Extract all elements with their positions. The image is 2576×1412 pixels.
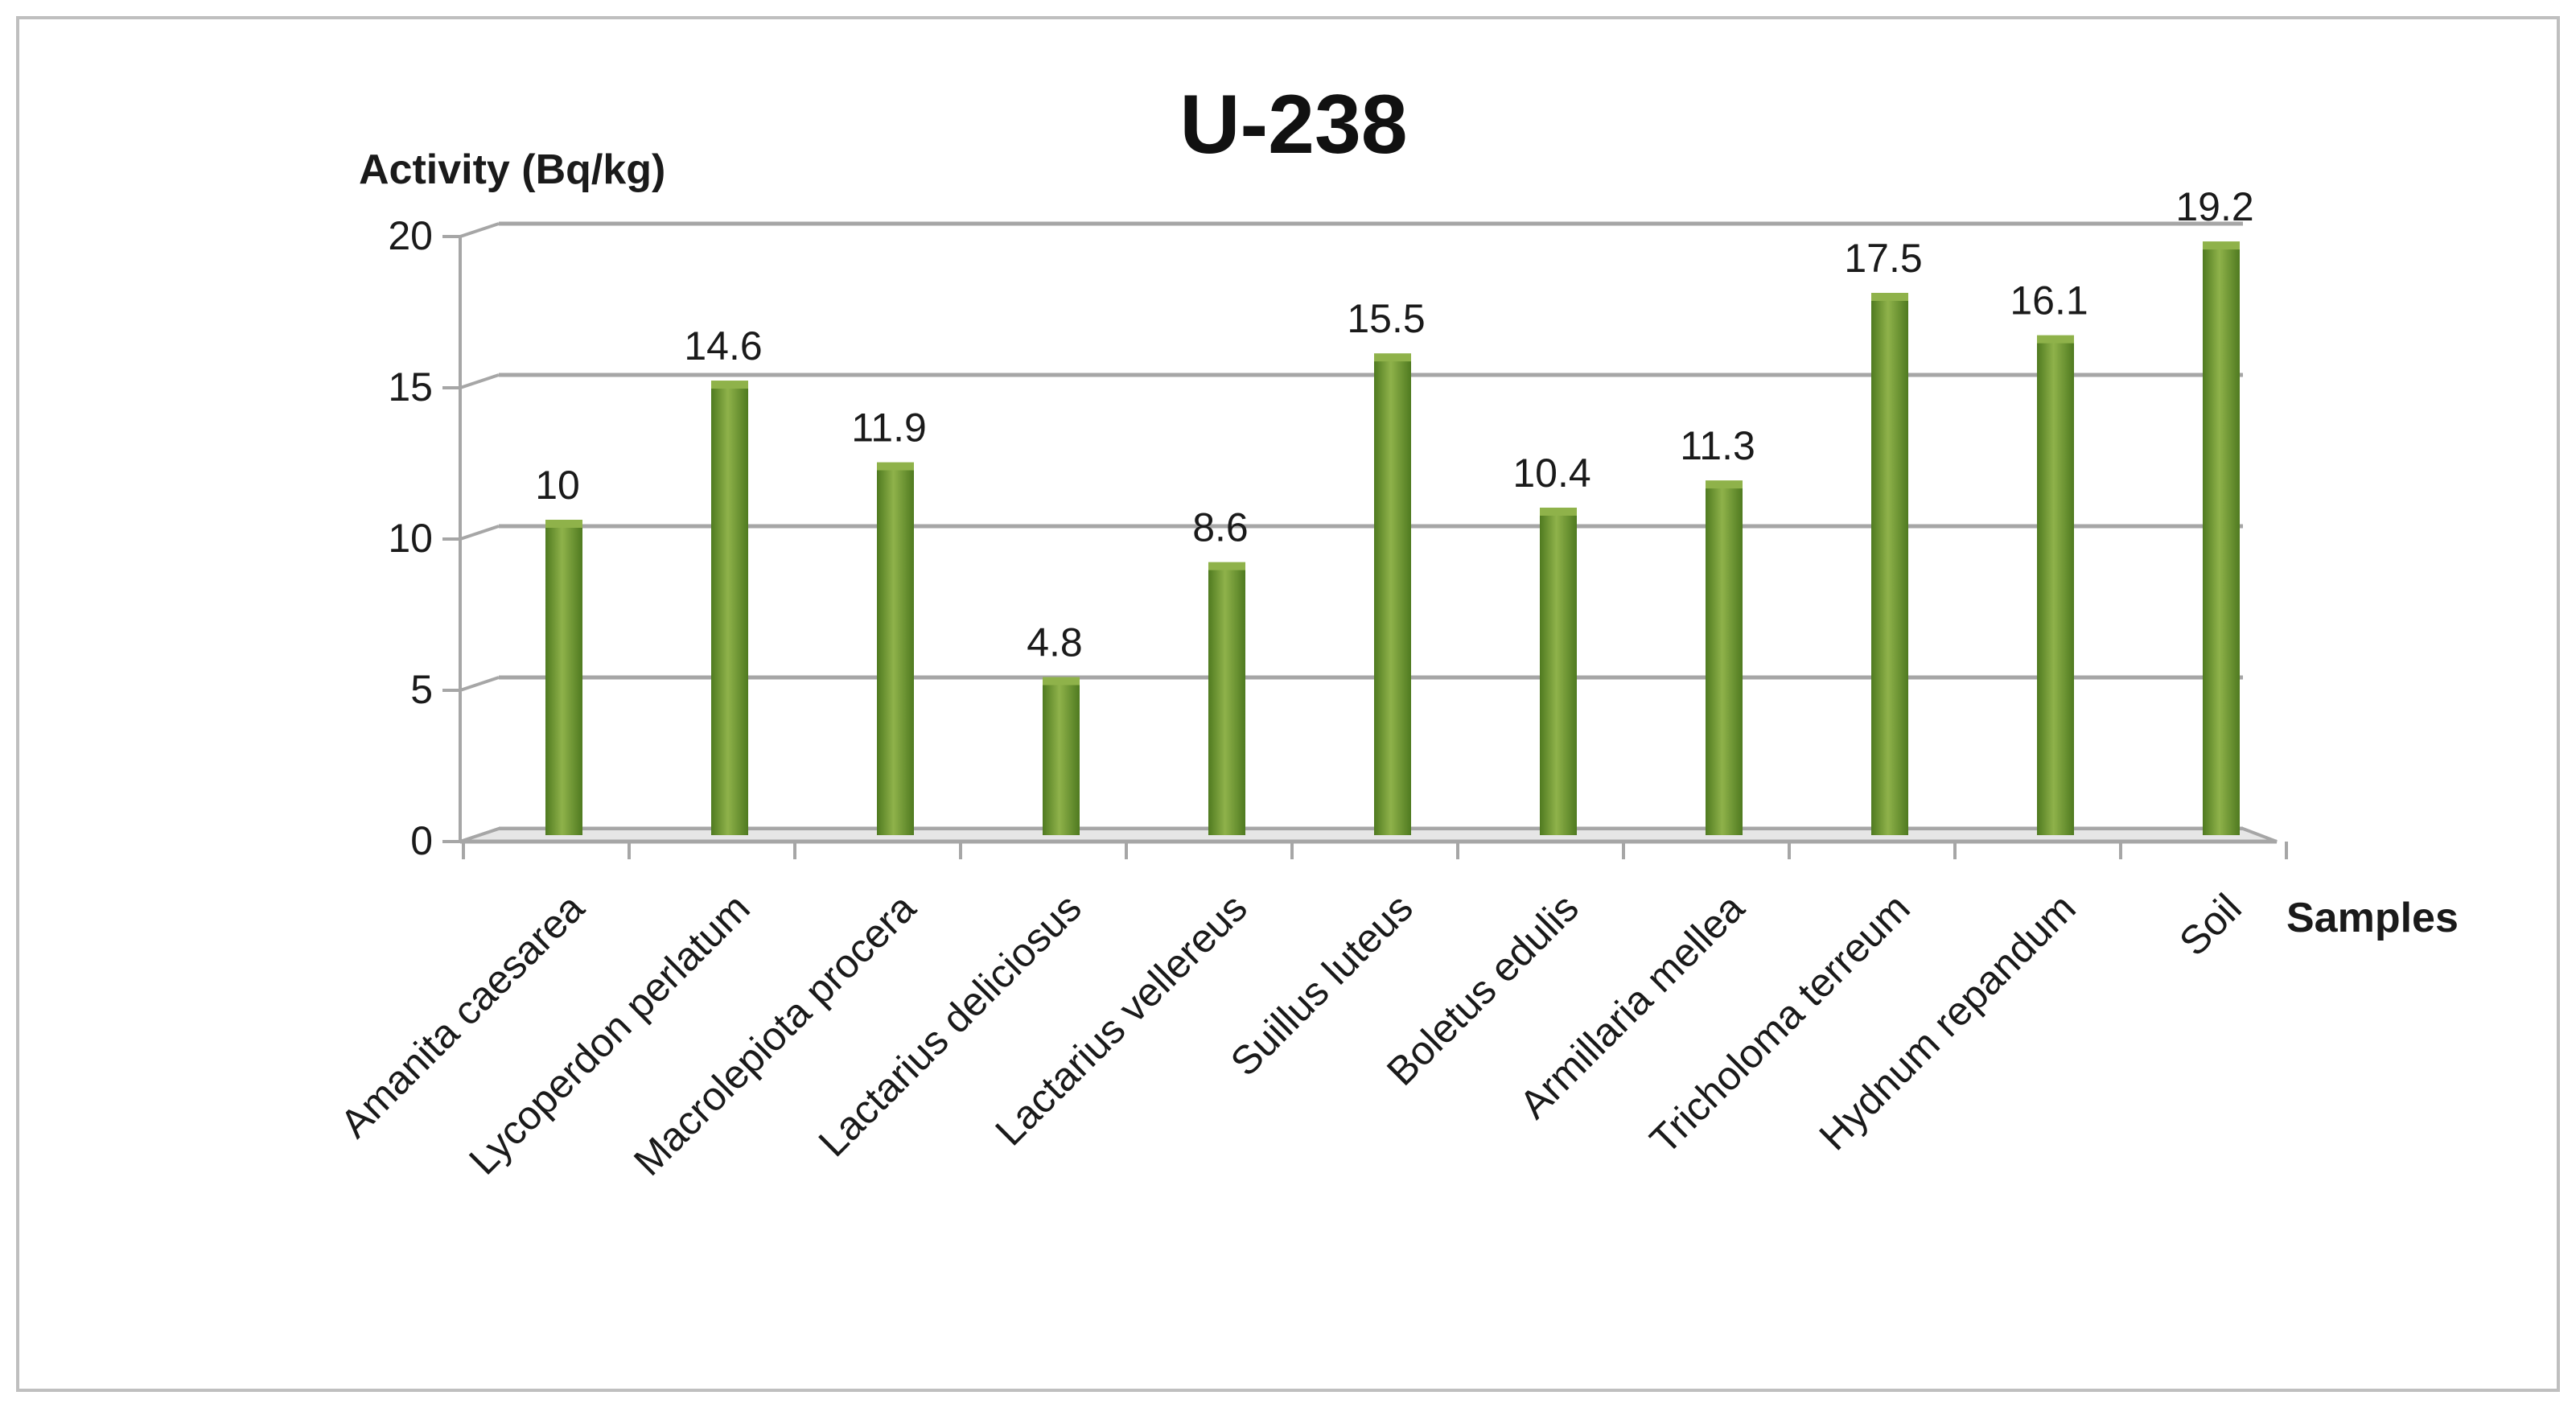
chart-title: U-238 [1179,78,1407,171]
bar-top [877,462,914,471]
data-label: 10.4 [1512,451,1590,496]
chart-border [16,16,2560,1392]
gridline-depth [459,222,500,238]
bar [1374,358,1411,835]
gridline-depth [459,676,500,692]
data-label: 11.9 [851,405,927,451]
y-tick-label: 10 [388,516,433,561]
y-axis-label: Activity (Bq/kg) [359,146,665,193]
bar [2203,246,2240,836]
gridline-depth [459,525,500,541]
data-label: 16.1 [2010,278,2088,323]
y-tick-label: 0 [410,818,433,863]
bar-top [1871,293,1908,301]
gridline-depth [459,373,500,389]
bar-top [1208,562,1245,570]
bar [545,525,582,835]
bar-top [1540,507,1577,516]
grid-layer: 0 5 10 15 20 [388,213,2288,863]
y-tick-label: 20 [388,213,433,258]
bar-top [711,381,748,389]
data-label: 8.6 [1192,505,1249,550]
data-label: 10 [535,463,580,508]
data-label: 19.2 [2175,184,2253,229]
bar [1043,681,1080,835]
bar-top [2037,335,2074,344]
data-label: 17.5 [1844,236,1922,281]
bar [877,467,914,835]
x-axis-label: Samples [2286,895,2459,941]
y-tick-label: 5 [410,667,433,712]
bar-top [1374,353,1411,362]
bar-top [545,520,582,528]
bar [1706,485,1743,835]
data-label: 14.6 [684,323,762,368]
bar [1208,566,1245,835]
bar-top [1043,677,1080,685]
bar [711,385,748,835]
bar-layer [545,241,2240,836]
data-label: 11.3 [1680,423,1755,468]
bar [2037,340,2074,835]
bar-top [2203,241,2240,250]
data-label: 4.8 [1027,620,1083,665]
bar [1871,298,1908,835]
y-tick-label: 15 [388,364,433,410]
data-label: 15.5 [1347,296,1425,341]
bar-top [1706,480,1743,489]
bar [1540,512,1577,835]
